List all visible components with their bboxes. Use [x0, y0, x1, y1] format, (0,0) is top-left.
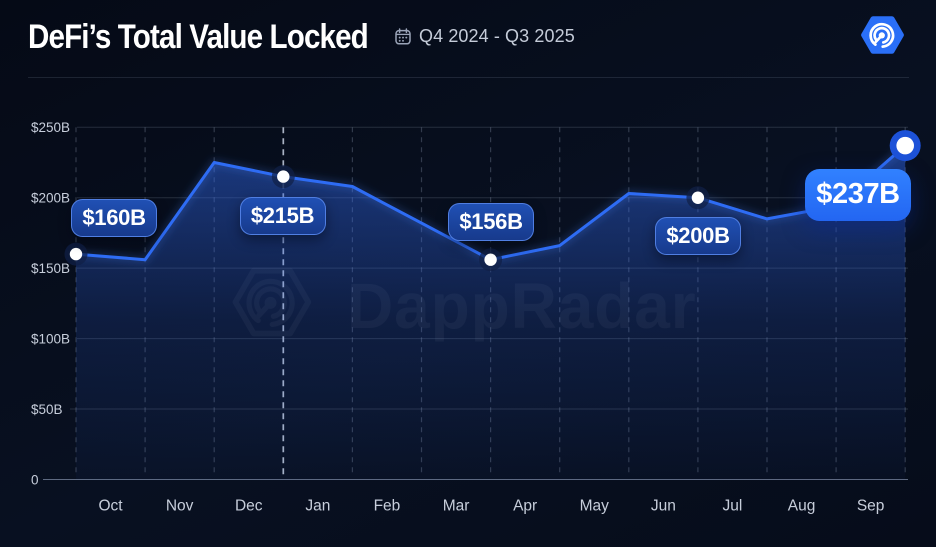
x-axis-label: Oct — [98, 498, 123, 515]
data-point-dot[interactable] — [484, 253, 497, 266]
data-point-dot[interactable] — [896, 136, 914, 155]
period-range: Q4 2024 - Q3 2025 — [395, 26, 575, 46]
y-axis-label: $50B — [31, 402, 63, 417]
calendar-icon — [395, 27, 411, 45]
x-axis-label: Mar — [443, 498, 470, 515]
x-axis-label: Aug — [788, 498, 816, 515]
x-axis-label: Nov — [166, 498, 194, 515]
x-axis-label: Jun — [651, 498, 676, 515]
area-fill — [76, 145, 906, 480]
y-axis-label: $250B — [31, 120, 70, 135]
x-axis-label: May — [580, 498, 610, 515]
x-axis-label: Feb — [374, 498, 401, 515]
y-axis-label: $150B — [31, 261, 70, 276]
value-badge: $237B — [805, 168, 911, 221]
data-point-dot[interactable] — [691, 191, 705, 204]
y-axis-label: 0 — [31, 472, 39, 487]
value-badge: $156B — [448, 203, 534, 241]
y-axis-label: $200B — [31, 191, 70, 206]
data-point-dot[interactable] — [69, 247, 83, 261]
data-point-dot[interactable] — [277, 170, 290, 183]
header-divider — [28, 77, 909, 78]
x-axis-label: Jan — [305, 498, 330, 515]
dappradar-logo-icon — [861, 16, 904, 54]
value-badge: $160B — [71, 198, 157, 237]
y-axis-label: $100B — [31, 331, 70, 346]
period-label: Q4 2024 - Q3 2025 — [419, 25, 575, 46]
page-title: DeFi’s Total Value Locked — [28, 18, 369, 56]
x-axis-label: Jul — [723, 498, 743, 515]
x-axis-label: Dec — [235, 498, 263, 515]
value-badge: $200B — [655, 217, 741, 255]
x-axis-label: Apr — [513, 498, 537, 515]
x-axis-label: Sep — [857, 498, 885, 515]
value-badge: $215B — [239, 197, 326, 235]
